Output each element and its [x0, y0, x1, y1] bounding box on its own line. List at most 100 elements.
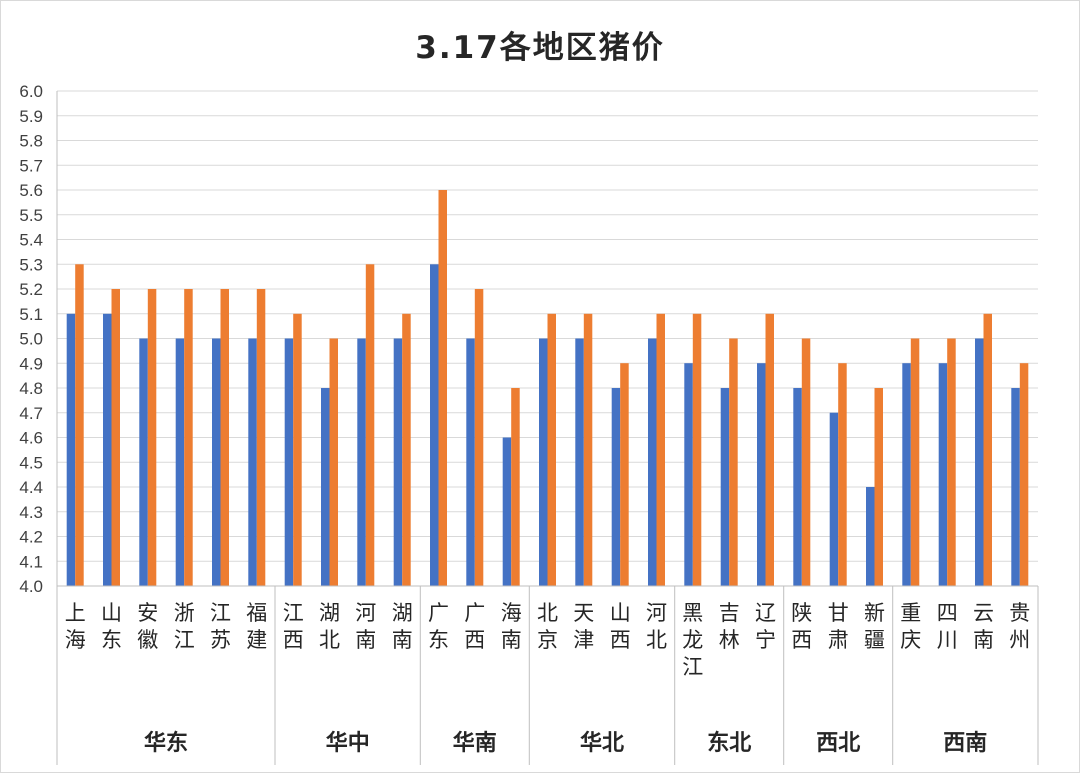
bar-series2-吉林 [729, 338, 738, 586]
bar-series1-湖北 [321, 388, 330, 586]
bar-series1-广西 [466, 338, 475, 586]
x-group-label: 华南 [453, 730, 497, 756]
bar-series2-广西 [474, 289, 484, 586]
y-tick-label: 4.8 [19, 379, 43, 398]
x-category-label: 广东 [428, 601, 449, 652]
x-category-label: 江苏 [210, 601, 231, 652]
x-category-label: 甘肃 [828, 601, 849, 652]
bar-series1-北京 [539, 338, 548, 586]
bar-series2-广东 [438, 190, 447, 586]
bar-series1-湖南 [393, 338, 403, 586]
x-group-label: 东北 [707, 730, 751, 756]
bar-series1-上海 [66, 313, 76, 586]
bar-series1-天津 [575, 338, 584, 586]
y-tick-label: 4.6 [19, 429, 43, 448]
y-tick-label: 5.2 [19, 280, 43, 299]
bar-series1-云南 [975, 338, 984, 586]
bar-series1-江苏 [212, 338, 221, 586]
bar-series2-重庆 [910, 338, 920, 586]
y-tick-label: 5.1 [19, 305, 43, 324]
x-category-label: 新疆 [864, 601, 885, 652]
bar-series1-浙江 [175, 338, 185, 586]
x-category-label: 山东 [101, 601, 122, 652]
bar-series2-贵州 [1019, 363, 1029, 586]
x-category-label: 天津 [573, 601, 594, 652]
bar-series2-四川 [947, 338, 956, 586]
x-category-label: 湖南 [392, 601, 413, 652]
bar-series1-安徽 [139, 338, 148, 586]
x-category-label: 陕西 [791, 601, 812, 652]
bar-series2-安徽 [147, 289, 157, 586]
bar-series2-甘肃 [838, 363, 847, 586]
bar-series2-福建 [256, 289, 266, 586]
x-category-label: 河北 [646, 601, 667, 652]
y-tick-label: 5.5 [19, 206, 43, 225]
bar-series2-山西 [620, 363, 629, 586]
bar-series1-福建 [248, 338, 257, 586]
y-tick-label: 4.0 [19, 577, 43, 596]
chart-title: 3.17各地区猪价 [415, 30, 665, 66]
x-category-label: 浙江 [174, 601, 195, 652]
x-category-label: 贵州 [1009, 601, 1030, 652]
x-category-label: 安徽 [137, 601, 158, 652]
y-tick-label: 4.4 [19, 478, 43, 497]
y-tick-label: 5.9 [19, 107, 43, 126]
bar-series2-江苏 [220, 289, 229, 586]
bar-series2-浙江 [184, 289, 193, 586]
x-group-label: 华北 [580, 730, 624, 756]
y-tick-label: 4.5 [19, 453, 43, 472]
bar-series2-上海 [75, 264, 84, 586]
bar-series1-河南 [357, 338, 366, 586]
y-tick-label: 5.7 [19, 156, 43, 175]
y-tick-label: 5.6 [19, 181, 43, 200]
bar-series1-重庆 [902, 363, 911, 586]
x-group-label: 华东 [144, 730, 188, 756]
x-group-label: 西北 [816, 731, 860, 756]
bar-series2-河南 [365, 264, 375, 586]
bar-series2-新疆 [874, 388, 883, 586]
x-category-label: 辽宁 [755, 601, 776, 652]
bar-series2-天津 [583, 313, 593, 586]
bar-series1-黑龙江 [684, 363, 693, 586]
x-category-label: 黑龙江 [682, 601, 703, 679]
bar-series1-山东 [103, 313, 112, 586]
x-category-label: 江西 [283, 601, 304, 652]
y-tick-label: 6.0 [19, 82, 43, 101]
bar-series2-北京 [547, 313, 556, 586]
bar-series2-黑龙江 [692, 313, 702, 586]
x-category-label: 福建 [246, 601, 267, 652]
x-category-label: 上海 [65, 601, 86, 652]
bar-series1-海南 [502, 437, 512, 586]
y-tick-label: 4.1 [19, 552, 43, 571]
bar-series2-江西 [293, 313, 302, 586]
bar-series1-江西 [284, 338, 294, 586]
bar-series1-广东 [430, 264, 439, 586]
x-category-label: 海南 [501, 601, 522, 652]
bar-series1-贵州 [1011, 388, 1020, 586]
y-tick-label: 4.2 [19, 528, 43, 547]
x-group-label: 华中 [326, 730, 370, 756]
x-category-label: 云南 [973, 601, 994, 652]
x-category-label: 四川 [937, 601, 958, 652]
bar-series1-山西 [611, 388, 621, 586]
x-group-label: 西南 [943, 731, 987, 756]
x-category-label: 重庆 [900, 601, 921, 652]
y-tick-label: 4.3 [19, 503, 43, 522]
x-category-label: 山西 [610, 601, 631, 652]
bar-series2-海南 [511, 388, 520, 586]
bar-series1-四川 [938, 363, 948, 586]
bar-series1-吉林 [720, 388, 730, 586]
y-tick-label: 5.3 [19, 255, 43, 274]
bar-series1-甘肃 [829, 412, 839, 586]
y-tick-label: 4.7 [19, 404, 43, 423]
bar-series2-云南 [983, 313, 992, 586]
bar-series2-湖南 [402, 313, 411, 586]
bar-series1-陕西 [793, 388, 802, 586]
y-tick-label: 5.8 [19, 132, 43, 151]
bar-series2-陕西 [801, 338, 811, 586]
bar-series2-湖北 [329, 338, 338, 586]
x-category-label: 北京 [537, 601, 558, 652]
y-tick-label: 5.4 [19, 231, 43, 250]
bar-series2-河北 [656, 313, 665, 586]
